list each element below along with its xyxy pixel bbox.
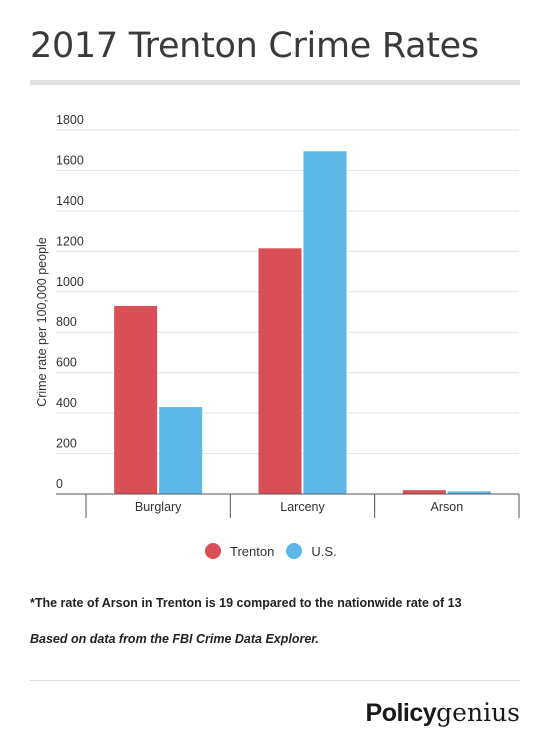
legend-item-us: U.S. <box>286 543 337 559</box>
bar-burglary-trenton <box>114 305 158 494</box>
y-tick-label: 400 <box>56 396 77 410</box>
y-tick-label: 200 <box>56 437 77 451</box>
x-tick-label: Arson <box>431 500 464 514</box>
y-tick-label: 600 <box>56 356 77 370</box>
bar-arson-us <box>447 491 491 494</box>
logo-text-genius: genius <box>436 698 520 727</box>
legend-label-trenton: Trenton <box>230 543 275 559</box>
y-tick-label: 1200 <box>56 234 84 248</box>
x-tick-label: Burglary <box>135 500 182 514</box>
y-tick-label: 0 <box>56 477 63 491</box>
y-tick-label: 800 <box>56 315 77 329</box>
legend-label-us: U.S. <box>311 543 337 559</box>
legend-item-trenton: Trenton <box>205 543 274 559</box>
bar-chart: 0 200 400 600 800 1000 1200 1400 1600 1800 Crime r… <box>35 113 520 518</box>
policygenius-logo: Policygenius <box>366 698 520 728</box>
title-divider <box>30 80 520 85</box>
y-tick-label: 1800 <box>56 113 84 127</box>
x-tick-label: Larceny <box>280 500 325 514</box>
footnote: *The rate of Arson in Trenton is 19 comp… <box>30 596 462 610</box>
bar-burglary-us <box>159 407 203 494</box>
bar-arson-trenton <box>402 490 446 494</box>
y-tick-label: 1600 <box>56 153 84 167</box>
bar-larceny-us <box>303 151 347 494</box>
y-tick-label: 1000 <box>56 275 84 289</box>
y-tick-label: 1400 <box>56 194 84 208</box>
chart-legend: Trenton U.S. <box>205 543 349 559</box>
source-note: Based on data from the FBI Crime Data Ex… <box>30 632 319 646</box>
legend-swatch-us <box>286 543 303 559</box>
logo-text-policy: Policy <box>365 699 437 727</box>
bar-larceny-trenton <box>258 248 302 494</box>
legend-swatch-trenton <box>205 543 221 559</box>
footer-divider <box>30 680 520 681</box>
y-axis-title: Crime rate per 100,000 people <box>35 237 49 407</box>
chart-title: 2017 Trenton Crime Rates <box>30 26 479 66</box>
